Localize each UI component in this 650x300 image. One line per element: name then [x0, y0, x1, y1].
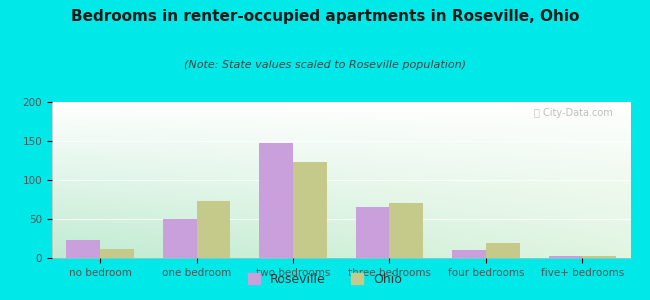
Bar — [163, 219, 196, 258]
Bar — [356, 207, 389, 258]
Bar — [582, 256, 616, 258]
Bar — [100, 249, 134, 258]
Bar — [452, 250, 486, 258]
Legend: Roseville, Ohio: Roseville, Ohio — [242, 268, 408, 291]
Bar — [549, 256, 582, 258]
Bar — [389, 203, 423, 258]
Bar — [486, 243, 519, 258]
Bar — [293, 162, 327, 258]
Bar — [259, 142, 293, 258]
Bar — [66, 240, 100, 258]
Bar — [196, 201, 230, 258]
Text: (Note: State values scaled to Roseville population): (Note: State values scaled to Roseville … — [184, 60, 466, 70]
Text: ⓘ City-Data.com: ⓘ City-Data.com — [534, 108, 613, 118]
Text: Bedrooms in renter-occupied apartments in Roseville, Ohio: Bedrooms in renter-occupied apartments i… — [71, 9, 579, 24]
